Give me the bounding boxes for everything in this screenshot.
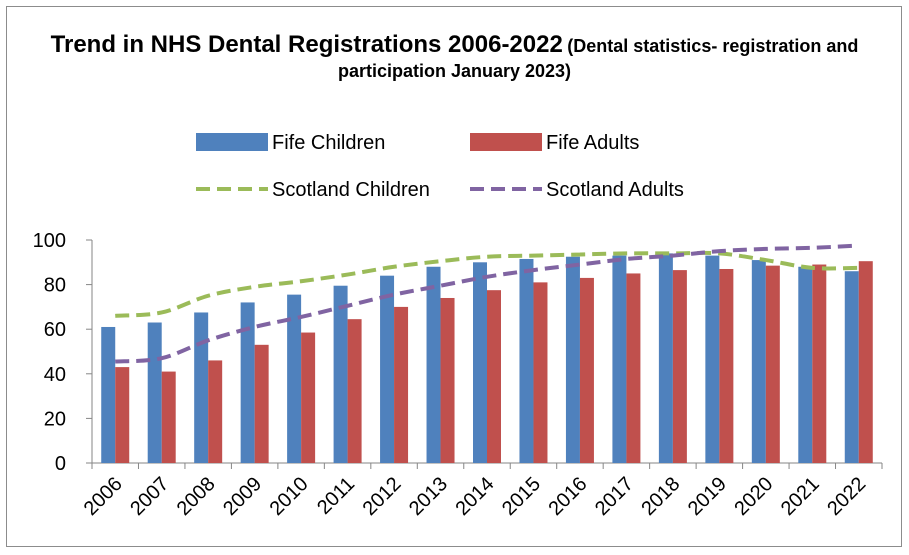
y-tick-label: 80 — [44, 275, 66, 297]
chart-subtitle: (Dental statistics- registration and par… — [337, 36, 859, 81]
bar-fife-children — [612, 255, 627, 463]
bar-fife-adults — [161, 371, 176, 463]
x-tick-label: 2014 — [452, 473, 499, 520]
x-tick-label: 2013 — [405, 473, 452, 520]
x-tick-label: 2018 — [637, 473, 684, 520]
bar-fife-children — [519, 258, 534, 463]
bar-fife-adults — [254, 344, 269, 463]
bar-fife-adults — [765, 265, 780, 463]
x-tick-label: 2020 — [730, 473, 777, 520]
bar-fife-children — [287, 294, 302, 463]
bar-fife-adults — [533, 282, 548, 463]
bar-fife-children — [751, 260, 766, 463]
bar-fife-children — [565, 256, 580, 463]
x-tick-label: 2006 — [80, 473, 127, 520]
bar-fife-adults — [347, 319, 362, 463]
bar-fife-adults — [487, 290, 501, 463]
bar-fife-adults — [719, 268, 734, 463]
y-tick-label: 0 — [55, 453, 66, 475]
x-tick-label: 2007 — [126, 473, 173, 520]
bar-fife-children — [147, 322, 162, 463]
x-tick-label: 2008 — [173, 473, 220, 520]
legend-swatch — [470, 133, 542, 151]
line-scotland-adults — [115, 243, 859, 364]
y-tick-label: 20 — [44, 408, 66, 430]
bar-fife-children — [798, 266, 813, 463]
bar-fife-children — [473, 262, 487, 463]
x-tick-label: 2016 — [544, 473, 591, 520]
bar-fife-adults — [208, 360, 223, 463]
chart-title: Trend in NHS Dental Registrations 2006-2… — [50, 31, 563, 58]
x-tick-label: 2019 — [684, 473, 731, 520]
bar-fife-children — [194, 312, 209, 463]
bar-fife-adults — [812, 264, 827, 463]
bar-fife-adults — [301, 332, 316, 463]
bar-fife-adults — [579, 277, 594, 463]
x-tick-label: 2012 — [359, 473, 406, 520]
bar-fife-children — [101, 326, 116, 463]
x-tick-label: 2011 — [313, 473, 359, 519]
bar-fife-adults — [858, 261, 873, 463]
bar-fife-children — [333, 285, 348, 463]
legend-item-fife-adults: Fife Adults — [470, 132, 639, 154]
y-tick-label: 40 — [44, 364, 66, 386]
x-tick-label: 2010 — [266, 473, 313, 520]
bar-fife-children — [380, 275, 395, 463]
line-scotland-children — [115, 250, 859, 318]
legend-label: Fife Children — [272, 132, 385, 154]
legend-swatch — [196, 133, 268, 151]
bar-fife-adults — [115, 367, 130, 463]
x-tick-label: 2021 — [777, 473, 824, 520]
x-tick-label: 2009 — [219, 473, 266, 520]
bar-fife-children — [705, 255, 720, 463]
legend-label: Scotland Adults — [546, 179, 684, 201]
y-tick-label: 100 — [33, 230, 66, 252]
bar-fife-children — [658, 253, 673, 463]
legend-item-scotland-children: Scotland Children — [196, 179, 430, 201]
bar-fife-children — [240, 302, 255, 463]
x-tick-label: 2022 — [823, 473, 870, 520]
chart-title-block: Trend in NHS Dental Registrations 2006-2… — [0, 30, 909, 83]
legend-item-scotland-adults: Scotland Adults — [470, 179, 684, 201]
bar-fife-children — [844, 271, 859, 463]
bar-fife-children — [426, 266, 441, 463]
x-tick-label: 2017 — [591, 473, 638, 520]
bar-fife-adults — [394, 306, 409, 463]
y-tick-label: 60 — [44, 319, 66, 341]
x-tick-label: 2015 — [498, 473, 545, 520]
legend-item-fife-children: Fife Children — [196, 132, 385, 154]
bar-fife-adults — [672, 270, 687, 463]
bar-fife-adults — [626, 273, 641, 463]
bar-fife-adults — [440, 297, 455, 463]
legend-label: Scotland Children — [272, 179, 430, 201]
legend-label: Fife Adults — [546, 132, 639, 154]
